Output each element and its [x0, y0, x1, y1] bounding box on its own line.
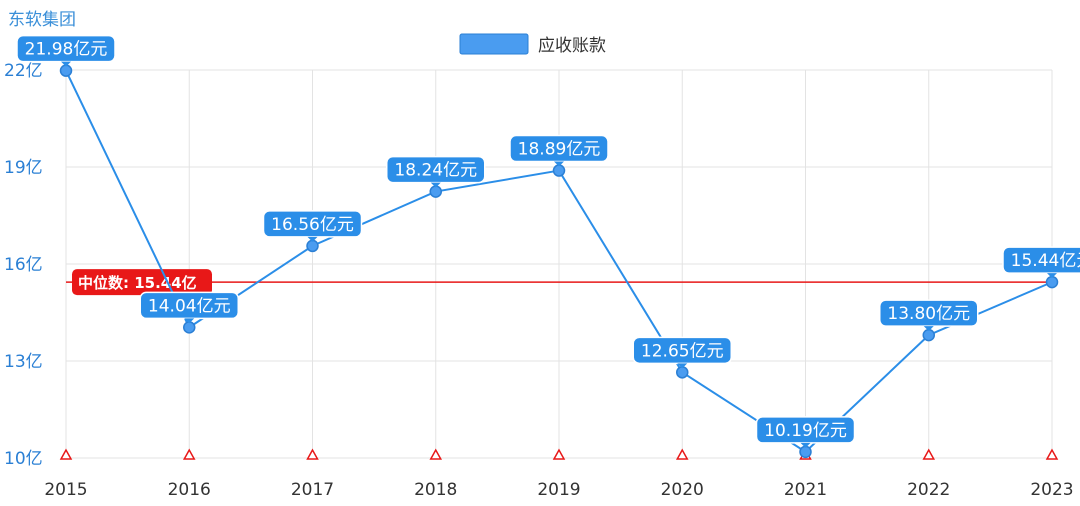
- x-tick-label: 2022: [907, 480, 950, 500]
- median-marker: [61, 450, 71, 459]
- median-marker: [554, 450, 564, 459]
- data-label: 18.24亿元: [387, 157, 485, 188]
- y-tick-label: 13亿: [4, 352, 43, 372]
- data-label: 15.44亿元: [1003, 247, 1080, 278]
- y-tick-label: 16亿: [4, 255, 43, 275]
- data-point[interactable]: [800, 446, 811, 457]
- data-label: 10.19亿元: [757, 417, 855, 448]
- legend-label: 应收账款: [538, 36, 606, 56]
- data-point[interactable]: [554, 165, 565, 176]
- svg-text:14.04亿元: 14.04亿元: [148, 296, 231, 316]
- x-tick-label: 2016: [168, 480, 211, 500]
- svg-text:18.24亿元: 18.24亿元: [394, 161, 477, 181]
- x-axis-ticks: 2015 2016 2017 2018 2019 2020 2021 2022 2023: [44, 480, 1073, 500]
- svg-text:21.98亿元: 21.98亿元: [25, 40, 108, 60]
- svg-text:10.19亿元: 10.19亿元: [764, 421, 847, 441]
- median-marker: [677, 450, 687, 459]
- x-tick-label: 2015: [44, 480, 87, 500]
- data-point[interactable]: [61, 65, 72, 76]
- data-point[interactable]: [430, 186, 441, 197]
- y-axis-ticks: 10亿 13亿 16亿 19亿 22亿: [4, 61, 43, 469]
- x-tick-label: 2021: [784, 480, 827, 500]
- svg-text:13.80亿元: 13.80亿元: [887, 304, 970, 324]
- median-marker: [924, 450, 934, 459]
- x-tick-label: 2023: [1030, 480, 1073, 500]
- x-tick-label: 2017: [291, 480, 334, 500]
- median-marker: [184, 450, 194, 459]
- median-marker: [431, 450, 441, 459]
- legend-swatch: [460, 34, 528, 54]
- data-point[interactable]: [1047, 277, 1058, 288]
- data-labels: 21.98亿元 14.04亿元 16.56亿元 18.24亿元 18.89亿元 12.65…: [17, 36, 1080, 448]
- svg-text:16.56亿元: 16.56亿元: [271, 215, 354, 235]
- data-label: 14.04亿元: [140, 292, 238, 323]
- company-name: 东软集团: [8, 10, 76, 30]
- x-tick-label: 2020: [661, 480, 704, 500]
- svg-text:15.44亿元: 15.44亿元: [1011, 251, 1080, 271]
- data-point[interactable]: [923, 330, 934, 341]
- data-point[interactable]: [184, 322, 195, 333]
- data-label: 18.89亿元: [510, 136, 608, 167]
- svg-text:18.89亿元: 18.89亿元: [518, 140, 601, 160]
- data-label: 13.80亿元: [880, 300, 978, 331]
- median-label: 中位数: 15.44亿: [78, 274, 197, 292]
- data-label: 21.98亿元: [17, 36, 115, 67]
- data-point[interactable]: [677, 367, 688, 378]
- x-tick-label: 2019: [537, 480, 580, 500]
- data-point[interactable]: [307, 240, 318, 251]
- y-tick-label: 19亿: [4, 158, 43, 178]
- median-marker: [1047, 450, 1057, 459]
- data-label: 16.56亿元: [264, 211, 362, 242]
- legend[interactable]: 应收账款: [460, 34, 606, 56]
- median-marker: [308, 450, 318, 459]
- x-tick-label: 2018: [414, 480, 457, 500]
- data-label: 12.65亿元: [633, 337, 731, 368]
- y-tick-label: 10亿: [4, 449, 43, 469]
- svg-text:12.65亿元: 12.65亿元: [641, 341, 724, 361]
- y-tick-label: 22亿: [4, 61, 43, 81]
- grid: [66, 70, 1052, 458]
